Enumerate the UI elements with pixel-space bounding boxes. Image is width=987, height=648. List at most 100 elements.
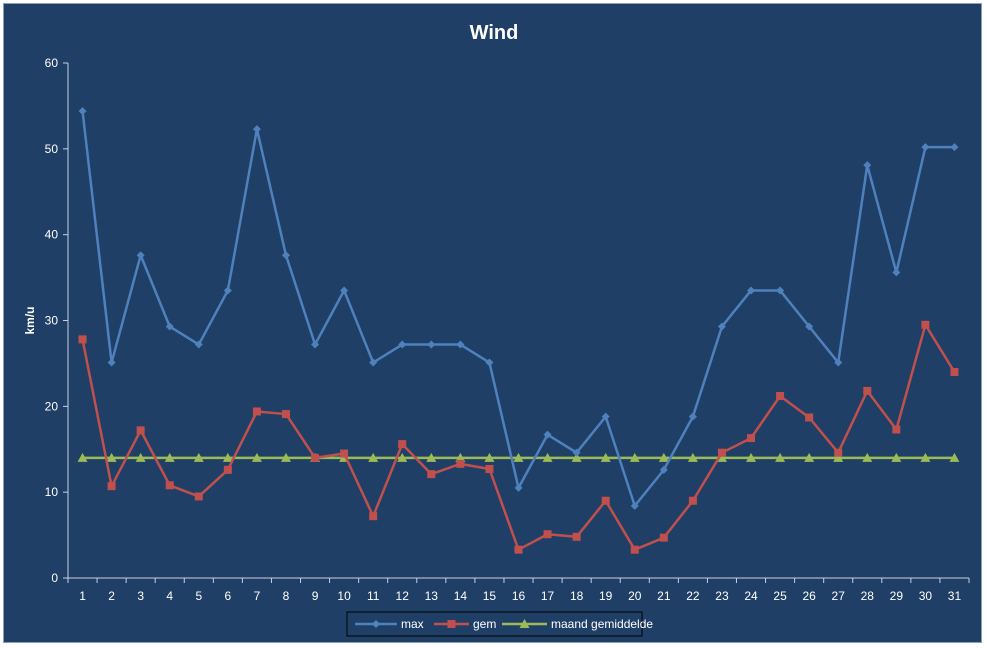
data-point-gem [78, 335, 87, 344]
legend-item-max: max [355, 617, 424, 631]
y-tick-label: 50 [45, 142, 59, 156]
data-point-max [747, 286, 756, 295]
x-tick-label: 15 [483, 589, 497, 603]
data-point-max [223, 286, 232, 295]
data-point-gem [485, 464, 494, 473]
data-point-gem [601, 496, 610, 505]
data-point-max [311, 340, 320, 349]
data-point-maand-gemiddelde [716, 452, 727, 462]
y-tick-label: 30 [45, 314, 59, 328]
data-point-gem [311, 453, 320, 462]
x-tick-label: 17 [541, 589, 555, 603]
series-max [78, 107, 959, 510]
data-point-max [165, 322, 174, 331]
legend-marker [372, 620, 380, 628]
data-point-maand-gemiddelde [949, 452, 960, 462]
chart-title: Wind [470, 22, 519, 44]
data-point-gem [514, 545, 523, 554]
data-point-gem [630, 545, 639, 554]
x-tick-label: 12 [396, 589, 410, 603]
legend-marker [447, 620, 456, 628]
x-tick-label: 3 [137, 589, 144, 603]
data-point-max [950, 143, 959, 152]
x-tick-label: 2 [108, 589, 115, 603]
legend-item-gem: gem [434, 617, 496, 631]
data-point-gem [340, 449, 349, 458]
data-point-gem [456, 459, 465, 468]
data-point-max [485, 358, 494, 367]
data-point-max [834, 358, 843, 367]
series-gem [78, 320, 959, 554]
x-tick-label: 14 [454, 589, 468, 603]
x-tick-label: 19 [599, 589, 613, 603]
data-point-max [427, 340, 436, 349]
data-point-gem [892, 425, 901, 434]
data-point-gem [252, 407, 261, 416]
data-point-max [921, 143, 930, 152]
data-point-maand-gemiddelde [629, 452, 640, 462]
x-tick-label: 23 [715, 589, 729, 603]
data-point-gem [688, 496, 697, 505]
data-point-max [136, 251, 145, 260]
data-point-max [194, 340, 203, 349]
data-point-gem [659, 533, 668, 542]
y-tick-label: 20 [45, 399, 59, 413]
x-tick-label: 4 [166, 589, 173, 603]
data-point-max [78, 107, 87, 116]
data-point-max [776, 286, 785, 295]
data-point-gem [107, 482, 116, 491]
data-point-maand-gemiddelde [426, 452, 437, 462]
x-tick-label: 30 [919, 589, 933, 603]
x-tick-label: 9 [312, 589, 319, 603]
x-tick-label: 24 [744, 589, 758, 603]
x-tick-label: 20 [628, 589, 642, 603]
data-point-gem [747, 434, 756, 443]
data-point-gem [165, 481, 174, 490]
data-point-gem [717, 448, 726, 457]
y-tick-label: 0 [51, 571, 58, 585]
legend-marker [519, 619, 530, 628]
data-point-max [107, 358, 116, 367]
x-tick-label: 16 [512, 589, 526, 603]
data-point-maand-gemiddelde [484, 452, 495, 462]
series-layer [77, 107, 960, 554]
x-tick-label: 7 [254, 589, 261, 603]
data-point-maand-gemiddelde [368, 452, 379, 462]
y-axis-label: km/u [23, 306, 37, 334]
data-point-maand-gemiddelde [280, 452, 291, 462]
data-point-max [892, 268, 901, 277]
data-point-maand-gemiddelde [222, 452, 233, 462]
data-point-gem [776, 392, 785, 401]
x-tick-label: 8 [283, 589, 290, 603]
data-point-maand-gemiddelde [542, 452, 553, 462]
data-point-maand-gemiddelde [571, 452, 582, 462]
data-point-maand-gemiddelde [600, 452, 611, 462]
data-point-gem [863, 386, 872, 395]
legend-item-maand-gemiddelde: maand gemiddelde [502, 617, 653, 631]
data-point-max [456, 340, 465, 349]
data-point-max [717, 322, 726, 331]
x-tick-label: 5 [195, 589, 202, 603]
data-point-gem [281, 410, 290, 419]
legend-label: max [401, 617, 424, 631]
data-point-maand-gemiddelde [77, 452, 88, 462]
data-point-gem [136, 426, 145, 435]
data-point-maand-gemiddelde [920, 452, 931, 462]
data-point-max [398, 340, 407, 349]
data-point-maand-gemiddelde [687, 452, 698, 462]
data-point-maand-gemiddelde [397, 452, 408, 462]
data-point-max [514, 483, 523, 492]
data-point-max [281, 251, 290, 260]
x-tick-label: 27 [832, 589, 846, 603]
data-point-maand-gemiddelde [513, 452, 524, 462]
data-point-gem [921, 320, 930, 329]
x-tick-label: 31 [948, 589, 962, 603]
x-tick-label: 29 [890, 589, 904, 603]
x-tick-label: 13 [425, 589, 439, 603]
data-point-max [863, 161, 872, 170]
data-point-gem [543, 530, 552, 539]
data-point-max [369, 358, 378, 367]
data-point-max [630, 501, 639, 510]
